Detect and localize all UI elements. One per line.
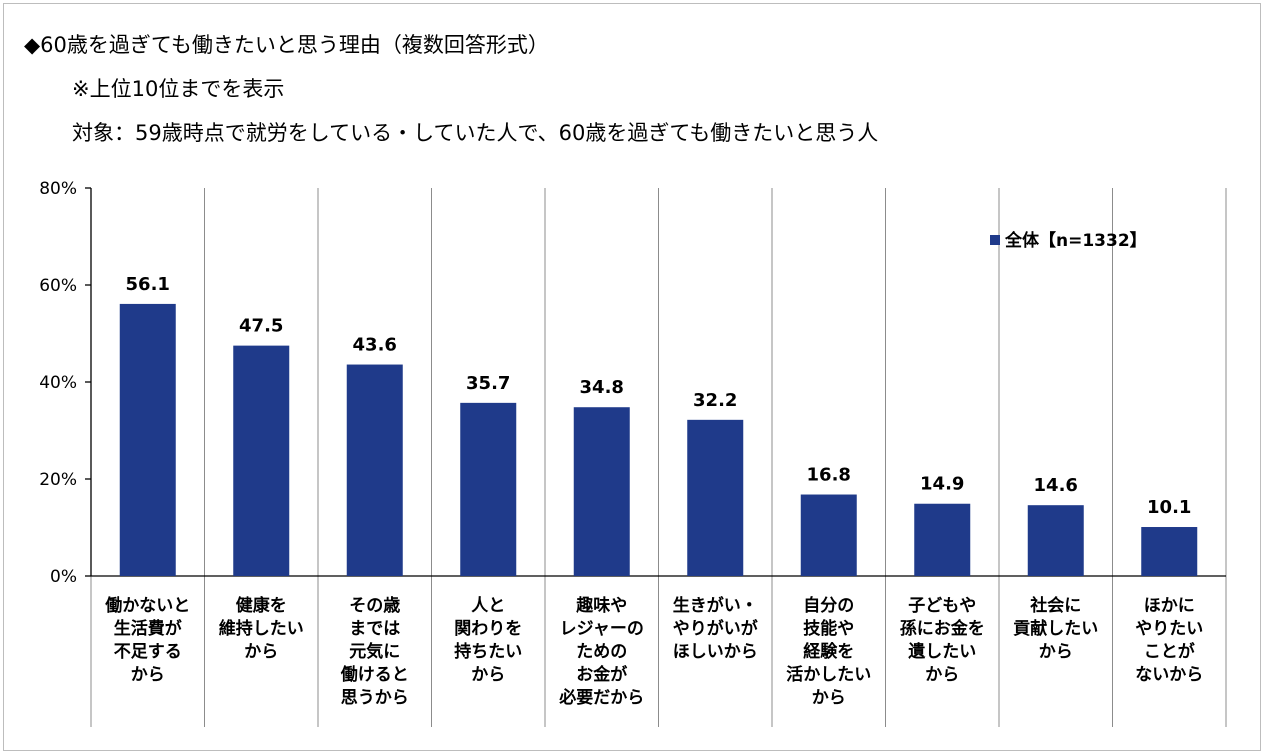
category-label: から [1039,642,1073,662]
category-label: ための [576,642,627,662]
category-label: 維持したい [219,618,304,639]
category-label: 思うから [341,688,409,708]
bar [1141,527,1198,576]
category-label: 孫にお金を [900,618,985,639]
chart-title: ◆60歳を過ぎても働きたいと思う理由（複数回答形式） [24,33,549,57]
category-label: 働けると [340,664,409,685]
category-label: から [925,665,959,685]
category-label: 必要だから [558,687,644,708]
chart-note: ※上位10位までを表示 [72,77,285,101]
category-label: 社会に [1029,595,1081,616]
category-label: 技能や [803,618,854,639]
value-label: 16.8 [807,465,851,486]
category-label: から [812,688,846,708]
y-tick-label: 40% [39,373,77,393]
chart-frame [3,3,1261,751]
category-label: 元気に [349,641,400,662]
value-label: 14.9 [920,474,964,495]
category-label: お金が [576,664,627,685]
y-tick-label: 0% [50,567,77,587]
category-label: ほしいから [673,642,758,662]
category-label: やりがいが [673,618,758,639]
category-label: 健康を [236,595,287,616]
category-label: 活かしたい [786,664,871,685]
value-label: 43.6 [353,335,397,356]
category-label: 子どもや [908,596,976,616]
category-label: ことが [1144,641,1195,662]
category-label: ないから [1135,665,1203,685]
category-label: 生きがい・ [673,595,758,616]
bar [460,402,517,576]
category-label: ほかに [1144,596,1195,616]
value-label: 56.1 [126,274,170,295]
y-tick-label: 60% [39,276,77,296]
y-tick-label: 20% [39,470,77,490]
category-label: 経験を [803,641,854,662]
category-label: 人と [471,596,505,616]
value-label: 14.6 [1034,475,1078,496]
category-label: 生活費が [114,618,182,639]
category-label: までは [349,619,400,639]
category-label: 貢献したい [1013,618,1098,639]
value-label: 34.8 [580,377,624,398]
category-label: やりたい [1135,619,1203,639]
category-label: その歳 [349,595,400,616]
value-label: 32.2 [693,390,737,411]
bar [573,407,630,576]
category-label: から [244,642,278,662]
value-label: 10.1 [1147,497,1191,518]
category-label: 働かないと [104,595,190,616]
value-label: 35.7 [466,373,510,394]
category-label: から [131,665,165,685]
category-label: 趣味や [575,595,627,616]
bar [800,494,857,576]
bar [1027,505,1084,576]
bar [914,503,971,576]
category-label: 持ちたい [454,641,522,662]
bar [233,345,290,576]
y-tick-label: 80% [39,179,77,199]
value-label: 47.5 [239,316,283,337]
category-label: 関わりを [454,619,522,639]
chart-subject: 対象：59歳時点で就労をしている・していた人で、60歳を過ぎても働きたいと思う人 [72,121,879,145]
legend-swatch [990,235,1000,245]
legend-label: 全体【n=1332】 [1004,230,1147,251]
category-label: レジャーの [560,619,644,639]
category-label: 自分の [803,595,854,616]
category-label: から [471,665,505,685]
bar [346,364,403,576]
bar [687,419,744,576]
category-label: 遺したい [908,641,976,662]
bar [119,303,176,576]
category-label: 不足する [114,642,182,662]
